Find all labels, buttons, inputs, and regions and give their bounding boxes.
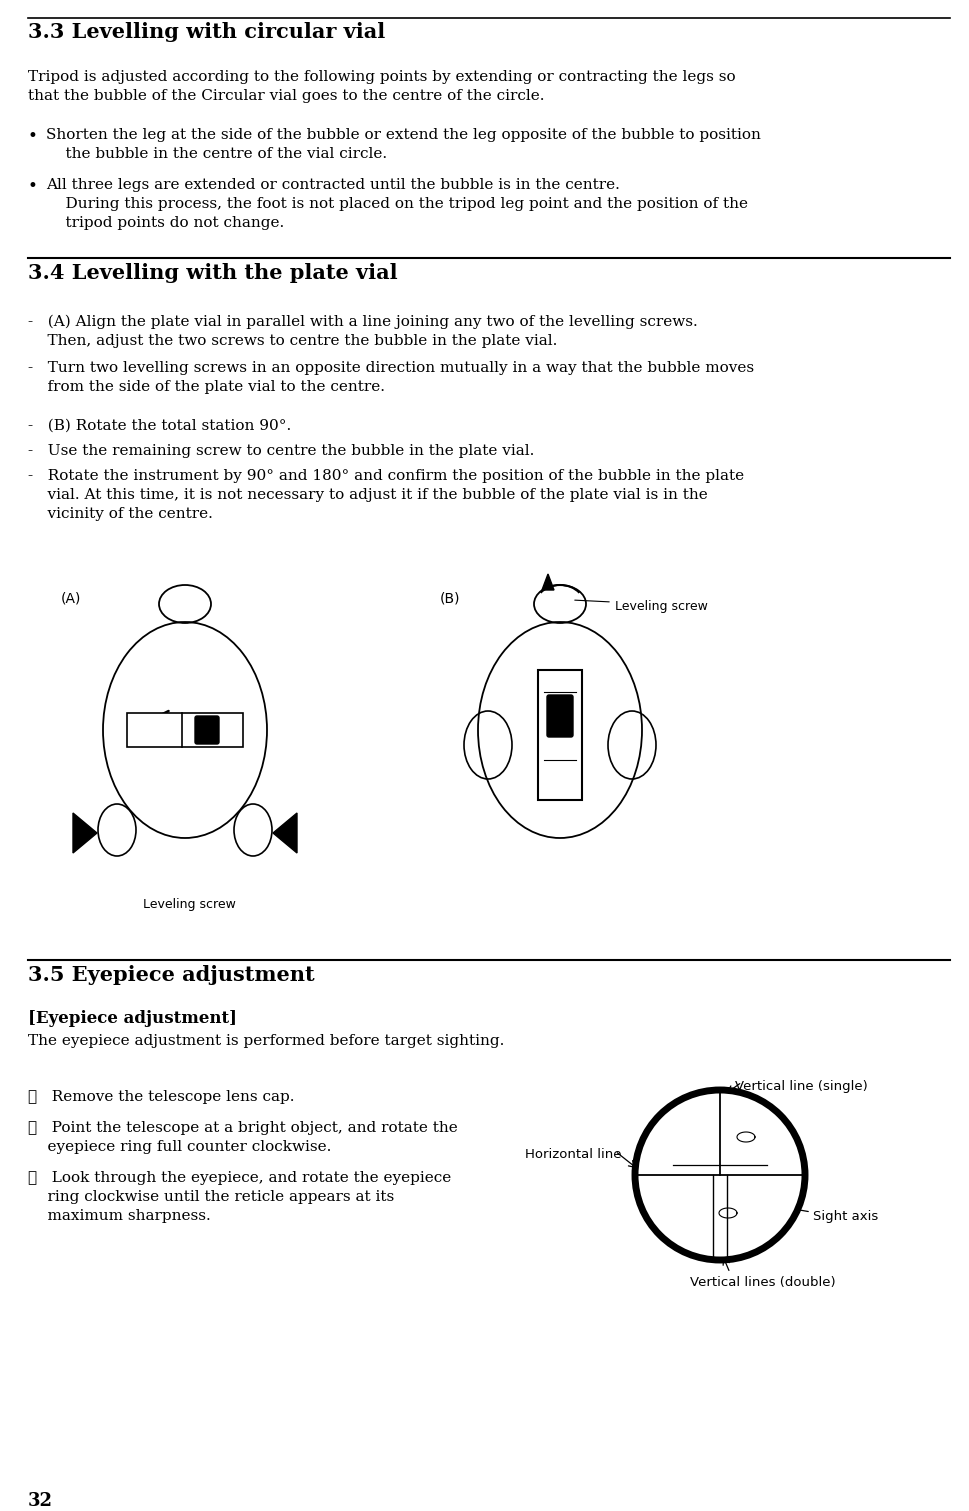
FancyBboxPatch shape: [127, 713, 243, 746]
Text: -   Use the remaining screw to centre the bubble in the plate vial.: - Use the remaining screw to centre the …: [28, 444, 534, 458]
Text: ①   Remove the telescope lens cap.: ① Remove the telescope lens cap.: [28, 1089, 295, 1105]
Text: [Eyepiece adjustment]: [Eyepiece adjustment]: [28, 1009, 237, 1027]
Text: All three legs are extended or contracted until the bubble is in the centre.
   : All three legs are extended or contracte…: [46, 178, 748, 230]
Text: 3.5 Eyepiece adjustment: 3.5 Eyepiece adjustment: [28, 966, 315, 985]
Polygon shape: [273, 813, 297, 854]
FancyBboxPatch shape: [547, 695, 573, 737]
Text: Sight axis: Sight axis: [813, 1210, 878, 1222]
Text: -   Rotate the instrument by 90° and 180° and confirm the position of the bubble: - Rotate the instrument by 90° and 180° …: [28, 468, 744, 521]
Text: •: •: [28, 178, 38, 195]
Polygon shape: [542, 574, 554, 589]
Text: Vertical line (single): Vertical line (single): [735, 1080, 868, 1092]
Text: Tripod is adjusted according to the following points by extending or contracting: Tripod is adjusted according to the foll…: [28, 70, 735, 103]
Text: -   (B) Rotate the total station 90°.: - (B) Rotate the total station 90°.: [28, 419, 292, 434]
Circle shape: [635, 1089, 805, 1260]
Text: (A): (A): [61, 592, 81, 606]
Text: Shorten the leg at the side of the bubble or extend the leg opposite of the bubb: Shorten the leg at the side of the bubbl…: [46, 128, 761, 162]
Text: ②   Point the telescope at a bright object, and rotate the
    eyepiece ring ful: ② Point the telescope at a bright object…: [28, 1121, 457, 1154]
Text: 3.4 Levelling with the plate vial: 3.4 Levelling with the plate vial: [28, 263, 397, 283]
Text: The eyepiece adjustment is performed before target sighting.: The eyepiece adjustment is performed bef…: [28, 1034, 505, 1049]
Text: 32: 32: [28, 1491, 53, 1509]
Text: Leveling screw: Leveling screw: [615, 600, 708, 613]
FancyBboxPatch shape: [538, 669, 582, 799]
Text: Vertical lines (double): Vertical lines (double): [690, 1275, 835, 1289]
Polygon shape: [73, 813, 97, 854]
Text: Leveling screw: Leveling screw: [143, 898, 235, 911]
Text: ③   Look through the eyepiece, and rotate the eyepiece
    ring clockwise until : ③ Look through the eyepiece, and rotate …: [28, 1171, 452, 1222]
Text: •: •: [28, 128, 38, 145]
Text: -   (A) Align the plate vial in parallel with a line joining any two of the leve: - (A) Align the plate vial in parallel w…: [28, 314, 698, 349]
FancyBboxPatch shape: [195, 716, 219, 743]
Text: (B): (B): [440, 592, 460, 606]
Text: 3.3 Levelling with circular vial: 3.3 Levelling with circular vial: [28, 23, 386, 42]
Text: -   Turn two levelling screws in an opposite direction mutually in a way that th: - Turn two levelling screws in an opposi…: [28, 361, 754, 394]
Text: Horizontal line: Horizontal line: [525, 1148, 621, 1160]
